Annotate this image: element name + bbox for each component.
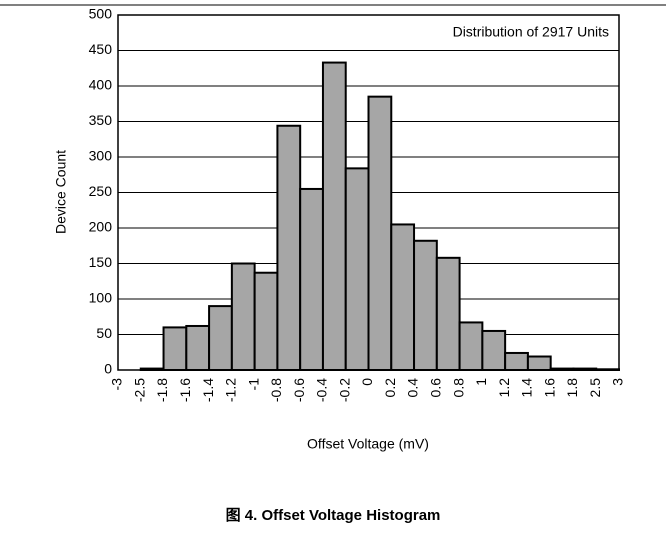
x-tick-label: -1.6 xyxy=(177,378,193,402)
bar xyxy=(299,187,324,371)
x-tick-label: -0.6 xyxy=(291,378,307,402)
plot-frame xyxy=(117,14,620,371)
y-tick-label: 0 xyxy=(104,361,112,377)
x-tick-label: 3 xyxy=(610,378,626,386)
y-tick-label: 400 xyxy=(89,77,113,93)
x-tick-label: -1.8 xyxy=(154,378,170,402)
y-tick-label: 50 xyxy=(96,325,112,341)
x-tick-label: -0.4 xyxy=(314,378,330,402)
y-tick-label: 100 xyxy=(89,290,113,306)
bar xyxy=(413,239,438,371)
caption: 图 4. Offset Voltage Histogram xyxy=(226,507,441,524)
bar xyxy=(481,329,507,372)
bar xyxy=(504,351,529,371)
x-tick-label: -0.2 xyxy=(336,378,352,402)
x-tick-label: -1.4 xyxy=(200,378,216,402)
x-tick-label: 1 xyxy=(473,378,489,386)
x-tick-label: 1.4 xyxy=(519,378,535,398)
x-tick-label: -1.2 xyxy=(223,378,239,402)
x-tick-label: 0.2 xyxy=(382,378,398,398)
x-tick-label: -1 xyxy=(245,378,261,391)
x-tick-label: 1.8 xyxy=(564,378,580,398)
bar xyxy=(230,262,256,371)
y-tick-label: 450 xyxy=(89,41,113,57)
annotation: Distribution of 2917 Units xyxy=(453,24,609,40)
x-tick-label: 1.6 xyxy=(541,378,557,398)
x-axis-title: Offset Voltage (mV) xyxy=(307,436,429,452)
bar xyxy=(162,326,188,371)
y-tick-label: 150 xyxy=(89,254,113,270)
x-tick-label: -3 xyxy=(109,378,125,391)
y-tick-label: 300 xyxy=(89,148,113,164)
bar xyxy=(321,61,347,371)
x-tick-label: -0.8 xyxy=(268,378,284,402)
x-tick-label: 0 xyxy=(359,378,375,386)
x-tick-label: 1.2 xyxy=(496,378,512,398)
y-tick-label: 250 xyxy=(89,183,113,199)
bar xyxy=(435,256,461,372)
x-tick-label: 0.6 xyxy=(428,378,444,398)
y-tick-label: 200 xyxy=(89,219,113,235)
bar xyxy=(458,321,484,371)
y-tick-label: 500 xyxy=(89,6,113,22)
x-tick-label: -2.5 xyxy=(131,378,147,402)
y-tick-label: 350 xyxy=(89,112,113,128)
bar xyxy=(526,355,552,372)
bar xyxy=(185,324,211,372)
bar xyxy=(253,271,279,372)
bar xyxy=(344,167,370,371)
bar xyxy=(367,95,393,372)
x-tick-label: 0.8 xyxy=(450,378,466,398)
bar xyxy=(390,223,416,371)
x-tick-label: 0.4 xyxy=(405,378,421,398)
x-tick-label: 2.5 xyxy=(587,378,603,398)
y-axis-title: Device Count xyxy=(53,150,69,234)
bar xyxy=(276,124,302,372)
bar xyxy=(208,305,233,372)
